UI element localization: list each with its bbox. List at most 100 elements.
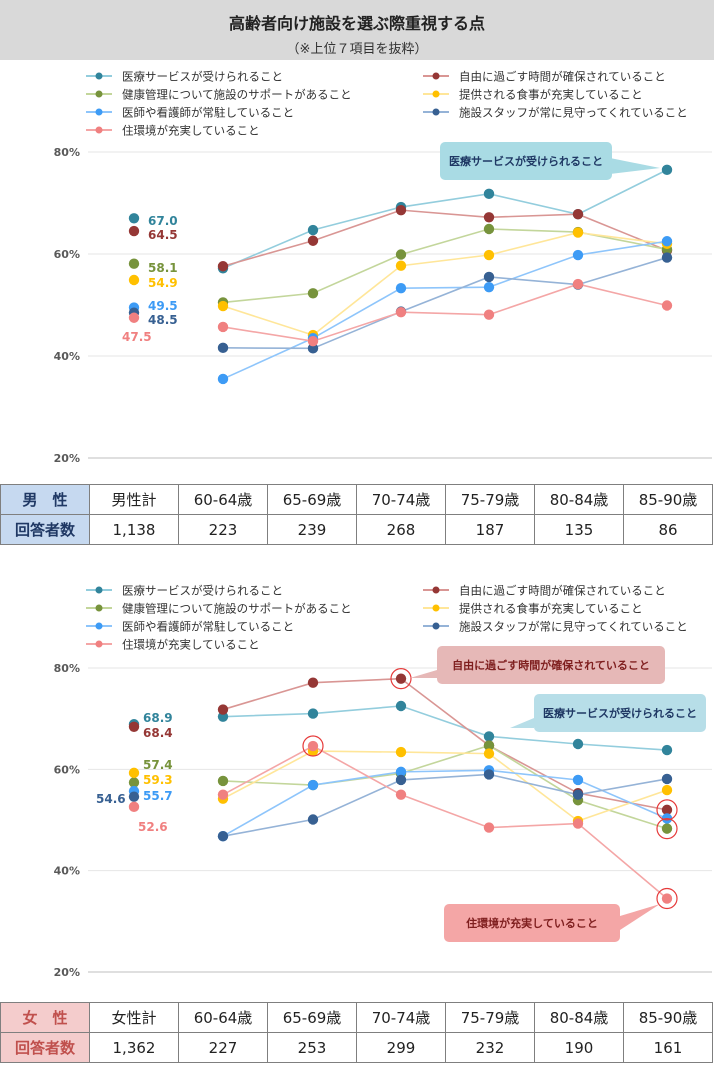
data-point [217,300,229,312]
data-point [128,258,140,269]
y-tick-label: 60% [54,763,80,776]
data-label: 55.7 [143,789,173,803]
legend-marker [432,586,440,594]
callout-tail [410,670,437,678]
chart-title: 高齢者向け施設を選ぶ際重視する点 [228,14,485,33]
legend-label: 住環境が充実していること [122,124,260,138]
chart-subtitle: （※上位７項目を抜粋） [286,42,428,57]
data-point [572,789,584,800]
highlight-circle [302,735,324,757]
count-cell: 135 [534,514,624,545]
legend-label: 医療サービスが受けられること [122,70,283,84]
data-point [217,342,229,354]
legend-label: 自由に過ごす時間が確保されていること [459,584,666,598]
data-point [483,212,495,223]
series-line [222,209,668,268]
legend-marker [95,622,103,630]
data-label: 48.5 [148,313,178,327]
callout-label: 医療サービスが受けられること [449,154,603,168]
data-point [483,731,495,742]
data-label: 59.3 [143,773,173,787]
legend-label: 提供される食事が充実していること [459,602,643,616]
callout-label: 住環境が充実していること [466,916,598,930]
y-tick-label: 40% [54,865,80,878]
highlight-circle [656,887,678,910]
data-point [307,235,319,246]
data-point [395,249,407,260]
data-point [661,300,673,311]
legend-marker [95,90,103,98]
data-point [572,227,584,238]
count-cell: 1,362 [89,1032,179,1063]
data-point [483,188,495,200]
sex-label: 男 性 [0,484,90,515]
count-cell: 1,138 [89,514,179,545]
col-header: 85-90歳 [623,484,713,515]
count-cell: 253 [267,1032,357,1063]
data-point [307,288,319,299]
legend-label: 施設スタッフが常に見守ってくれていること [459,106,688,120]
legend-marker [432,72,440,80]
series-line [222,283,668,343]
data-label: 47.5 [122,330,152,344]
data-point [395,774,407,786]
count-cell: 86 [623,514,713,545]
legend-marker [432,108,440,116]
data-point [661,236,673,247]
legend-marker [95,108,103,116]
count-cell: 232 [445,1032,535,1063]
count-cell: 190 [534,1032,624,1063]
female-count-table: 女 性 女性計 60-64歳 65-69歳 70-74歳 75-79歳 80-8… [0,1002,713,1063]
data-point [128,767,140,779]
data-point [572,209,584,220]
data-point [483,281,495,293]
data-point [661,744,673,756]
legend-label: 医師や看護師が常駐していること [122,620,294,634]
callout-tail [510,718,534,728]
callout-box [534,694,706,732]
legend-label: 住環境が充実していること [122,638,260,652]
data-label: 64.5 [148,228,178,242]
series-line [222,677,668,811]
legend-label: 医師や看護師が常駐していること [122,106,294,120]
data-point [217,321,229,333]
data-point [128,274,140,286]
col-header: 80-84歳 [534,1002,624,1033]
count-cell: 239 [267,514,357,545]
data-point [307,677,319,688]
col-header: 男性計 [89,484,179,515]
y-tick-label: 80% [54,662,80,675]
legend-marker [95,586,103,594]
data-point [483,748,495,759]
data-point [307,336,319,347]
data-point [307,224,319,236]
data-point [661,164,673,176]
series-line [222,256,668,350]
count-cell: 223 [178,514,268,545]
callout-label: 自由に過ごす時間が確保されていること [452,658,650,672]
legend-marker [432,90,440,98]
legend-marker [432,604,440,612]
series-line [222,240,668,380]
legend-label: 自由に過ごす時間が確保されていること [459,70,666,84]
series-line [222,705,668,751]
data-point [661,823,673,834]
data-point [395,260,407,271]
female-chart: 医療サービスが受けられること 自由に過ごす時間が確保されていること健康管理について… [54,584,712,979]
callout-box [444,904,620,942]
highlight-circle [656,799,678,821]
y-tick-label: 20% [54,452,80,465]
data-point [128,213,140,224]
data-point [395,700,407,712]
series-line [222,773,668,837]
col-header: 85-90歳 [623,1002,713,1033]
data-label: 58.1 [148,261,178,275]
data-point [128,801,140,813]
data-point [572,818,584,829]
data-point [661,784,673,796]
data-point [128,721,140,732]
data-point [128,312,140,323]
col-header: 女性計 [89,1002,179,1033]
series-line [222,744,668,830]
data-point [307,779,319,791]
